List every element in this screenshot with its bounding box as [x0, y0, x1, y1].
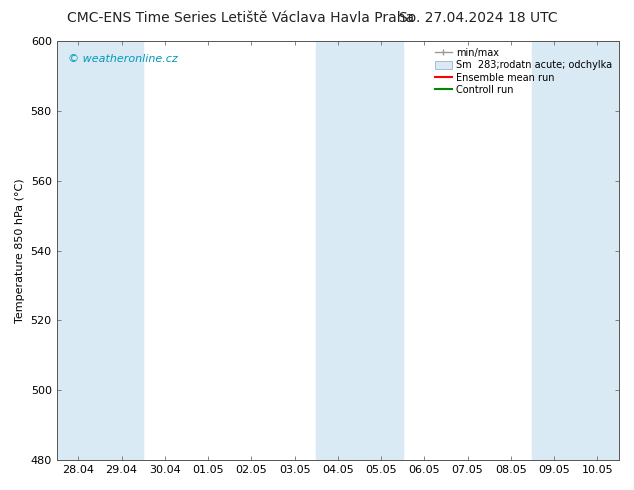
Text: © weatheronline.cz: © weatheronline.cz — [68, 53, 178, 64]
Text: CMC-ENS Time Series Letiště Václava Havla Praha: CMC-ENS Time Series Letiště Václava Havl… — [67, 11, 415, 25]
Bar — [316, 41, 403, 460]
Legend: min/max, Sm  283;rodatn acute; odchylka, Ensemble mean run, Controll run: min/max, Sm 283;rodatn acute; odchylka, … — [433, 46, 614, 97]
Bar — [56, 41, 143, 460]
Y-axis label: Temperature 850 hPa (°C): Temperature 850 hPa (°C) — [15, 178, 25, 323]
Text: So. 27.04.2024 18 UTC: So. 27.04.2024 18 UTC — [399, 11, 558, 25]
Bar — [533, 41, 619, 460]
